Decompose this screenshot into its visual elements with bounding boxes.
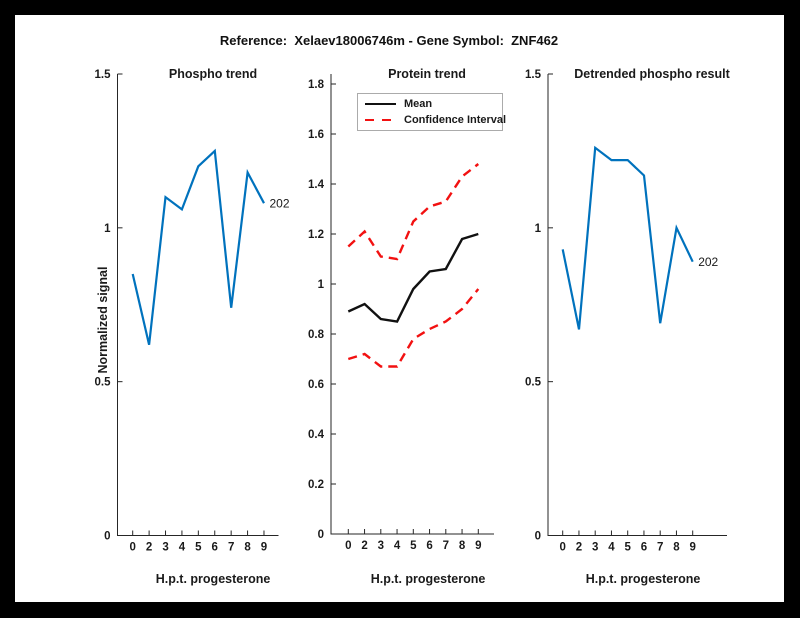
x-tick-label: 8 (459, 540, 466, 552)
y-tick-label: 0 (318, 529, 324, 541)
axis-spines (117, 74, 279, 536)
y-tick-label: 1.6 (308, 129, 324, 141)
y-tick-label: 0.5 (95, 377, 112, 389)
y-tick-label: 0.6 (308, 379, 324, 391)
chart-title-phospho-trend: Phospho trend (168, 67, 258, 81)
chart-title-detrended-phospho-result: Detrended phospho result (574, 67, 730, 81)
x-tick-label: 6 (426, 540, 432, 552)
x-tick-label: 7 (228, 542, 234, 554)
x-tick-label: 5 (195, 542, 202, 554)
x-tick-label: 6 (212, 542, 218, 554)
chart-protein-trend: 00.20.40.60.811.21.41.61.80 2 3 4 5 6 7 8 9 (308, 74, 494, 552)
y-tick-label: 0.2 (308, 479, 324, 491)
x-tick-label: 6 (641, 542, 647, 554)
x-tick-label: 0 (559, 542, 565, 554)
y-tick-label: 1.4 (308, 179, 325, 191)
x-axis-label-phospho: H.p.t. progesterone (155, 572, 271, 586)
x-tick-label: 4 (608, 542, 615, 554)
y-tick-label: 1.8 (308, 79, 325, 91)
legend-line-sample-confidence-interval (365, 118, 396, 122)
legend-label-mean: Mean (404, 98, 433, 110)
y-tick-label: 0.4 (308, 429, 325, 441)
series-confidence-interval-lower (347, 288, 480, 368)
x-tick-label: 0 (345, 540, 351, 552)
x-axis-label-protein: H.p.t. progesterone (370, 572, 486, 586)
x-tick-label: 7 (443, 540, 449, 552)
x-tick-label: 2 (146, 542, 152, 554)
x-tick-label: 4 (179, 542, 186, 554)
y-tick-label: 1.5 (525, 69, 542, 81)
x-tick-label: 3 (162, 542, 168, 554)
y-tick-label: 0.5 (525, 377, 542, 389)
series-end-label: 202 (698, 255, 718, 269)
y-tick-label: 0.8 (308, 329, 325, 341)
x-tick-label: 9 (475, 540, 481, 552)
x-tick-label: 3 (378, 540, 384, 552)
y-tick-label: 1 (535, 223, 542, 235)
y-tick-label: 1 (104, 223, 111, 235)
y-tick-label: 1.5 (95, 69, 112, 81)
y-tick-label: 0 (535, 531, 541, 543)
axis-spines (330, 74, 494, 535)
series-202 (131, 148, 265, 345)
x-tick-label: 9 (261, 542, 267, 554)
x-tick-label: 5 (410, 540, 417, 552)
y-tick-label: 1.2 (308, 229, 324, 241)
series-mean (347, 232, 479, 323)
x-tick-label: 2 (576, 542, 582, 554)
figure-title: Reference: Xelaev18006746m - Gene Symbol… (219, 33, 559, 48)
series-confidence-interval-upper (347, 163, 480, 261)
x-tick-label: 7 (657, 542, 663, 554)
legend-item-mean: Mean (358, 98, 502, 110)
x-tick-label: 8 (244, 542, 251, 554)
legend-line-sample-mean (365, 102, 396, 106)
x-tick-label: 9 (689, 542, 695, 554)
x-tick-label: 8 (673, 542, 680, 554)
x-tick-label: 0 (129, 542, 135, 554)
series-end-label: 202 (269, 197, 289, 211)
figure-canvas: Reference: Xelaev18006746m - Gene Symbol… (15, 15, 784, 602)
series-202 (561, 145, 694, 330)
legend-box: Mean Confidence Interval (357, 93, 506, 131)
legend-label-confidence-interval: Confidence Interval (404, 114, 507, 126)
legend-item-confidence-interval: Confidence Interval (358, 114, 506, 126)
x-axis-label-detrended: H.p.t. progesterone (585, 572, 701, 586)
y-tick-label: 0 (104, 531, 110, 543)
chart-title-protein-trend: Protein trend (388, 67, 466, 81)
x-tick-label: 2 (361, 540, 367, 552)
x-tick-label: 4 (394, 540, 401, 552)
x-tick-label: 3 (592, 542, 598, 554)
y-tick-label: 1 (318, 279, 325, 291)
x-tick-label: 5 (624, 542, 631, 554)
